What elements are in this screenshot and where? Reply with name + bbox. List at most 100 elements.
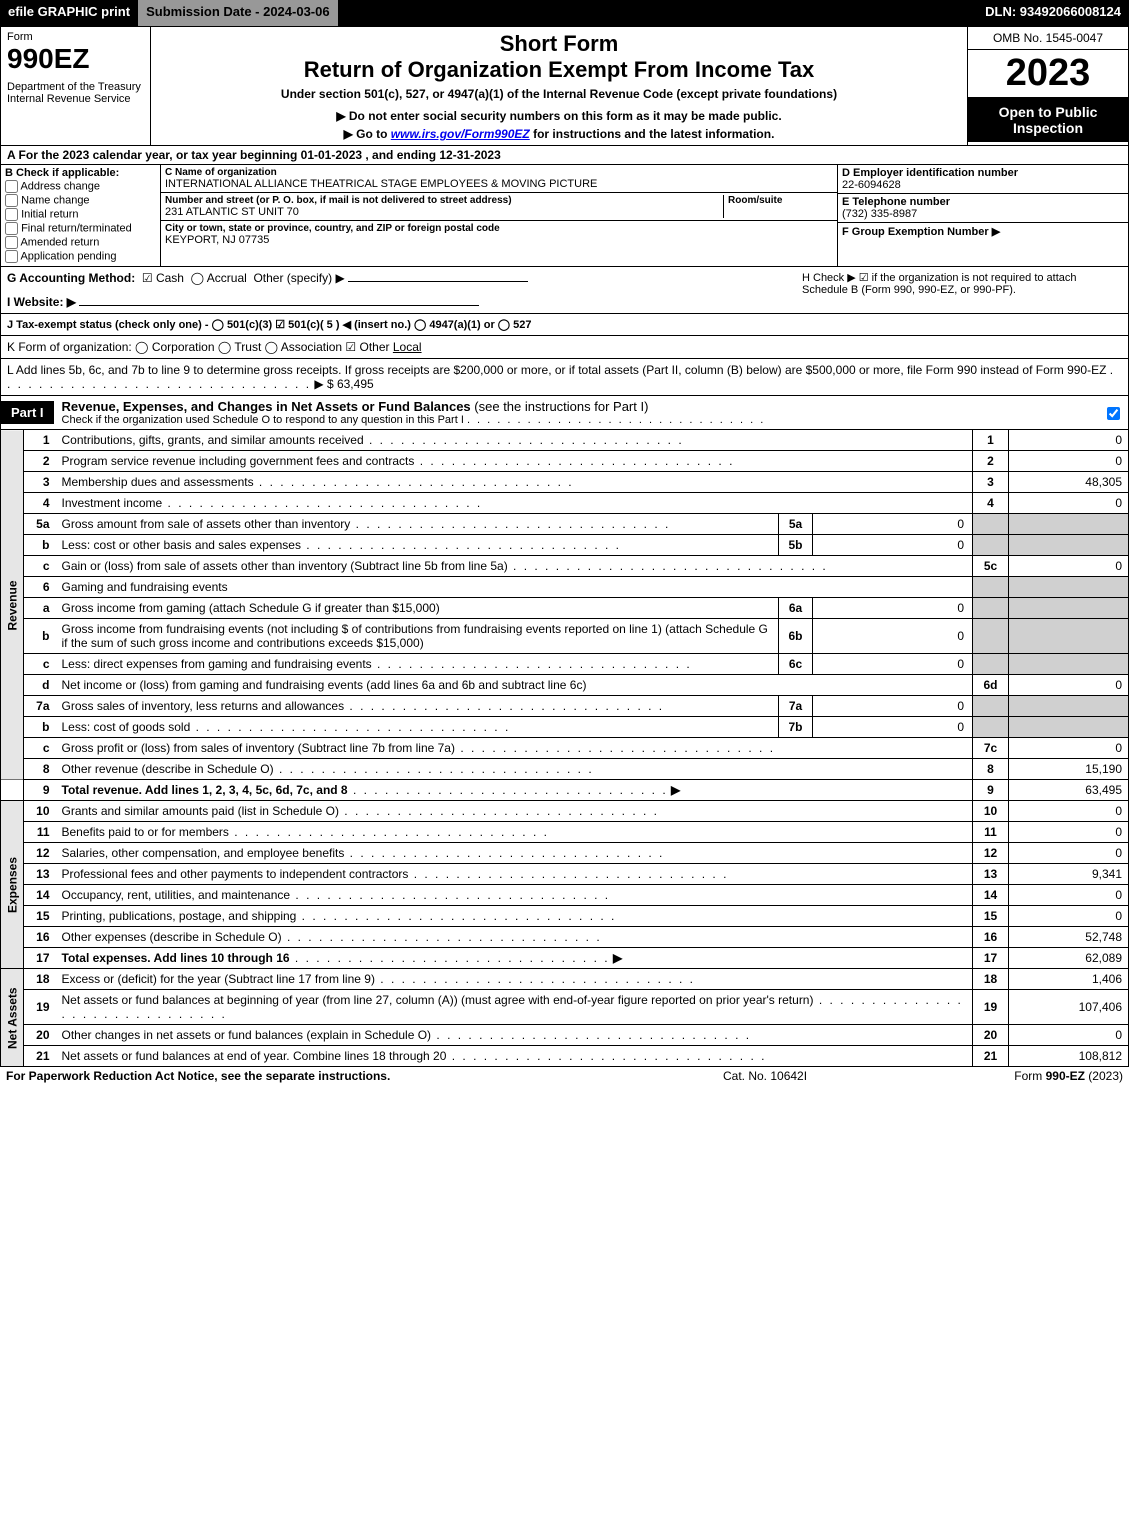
note2-pre: ▶ Go to — [344, 127, 391, 141]
arrow-icon — [610, 951, 623, 965]
irs-link[interactable]: www.irs.gov/Form990EZ — [391, 127, 530, 141]
form-word: Form — [7, 31, 144, 43]
G-cash: Cash — [156, 271, 184, 285]
city-cell: City or town, state or province, country… — [161, 221, 837, 248]
col-B: B Check if applicable: Address change Na… — [1, 165, 161, 266]
note2-post: for instructions and the latest informat… — [530, 127, 775, 141]
line-6c: c Less: direct expenses from gaming and … — [1, 654, 1129, 675]
form-subtitle: Under section 501(c), 527, or 4947(a)(1)… — [159, 87, 959, 101]
line-5c: c Gain or (loss) from sale of assets oth… — [1, 556, 1129, 577]
goto-note: ▶ Go to www.irs.gov/Form990EZ for instru… — [159, 127, 959, 141]
line-6a: a Gross income from gaming (attach Sched… — [1, 598, 1129, 619]
chk-amended-return[interactable]: Amended return — [5, 236, 156, 249]
line-9: 9 Total revenue. Add lines 1, 2, 3, 4, 5… — [1, 780, 1129, 801]
line-6b: b Gross income from fundraising events (… — [1, 619, 1129, 654]
part1-tag: Part I — [1, 401, 54, 424]
arrow-icon — [668, 783, 681, 797]
line-10: Expenses 10 Grants and similar amounts p… — [1, 801, 1129, 822]
G-other: Other (specify) ▶ — [253, 271, 344, 285]
G-row: G Accounting Method: ☑ Cash ◯ Accrual Ot… — [7, 271, 802, 285]
f-lbl: F Group Exemption Number ▶ — [842, 225, 1124, 238]
line-1: Revenue 1 Contributions, gifts, grants, … — [1, 430, 1129, 451]
chk-application-pending[interactable]: Application pending — [5, 250, 156, 263]
form-title: Return of Organization Exempt From Incom… — [159, 57, 959, 83]
line-18: Net Assets 18 Excess or (deficit) for th… — [1, 969, 1129, 990]
line-3: 3 Membership dues and assessments 3 48,3… — [1, 472, 1129, 493]
form-number: 990EZ — [7, 43, 144, 75]
G-accrual: Accrual — [207, 271, 247, 285]
top-bar: efile GRAPHIC print Submission Date - 20… — [0, 0, 1129, 26]
submission-date: Submission Date - 2024-03-06 — [138, 0, 338, 26]
row-GHI: G Accounting Method: ☑ Cash ◯ Accrual Ot… — [0, 267, 1129, 314]
efile-label[interactable]: efile GRAPHIC print — [0, 0, 138, 26]
col-C: C Name of organization INTERNATIONAL ALL… — [161, 165, 838, 266]
G-label: G Accounting Method: — [7, 271, 135, 285]
footer-right: Form 990-EZ (2023) — [923, 1069, 1123, 1083]
row-A: A For the 2023 calendar year, or tax yea… — [0, 146, 1129, 165]
line-8: 8 Other revenue (describe in Schedule O)… — [1, 759, 1129, 780]
city-lbl: City or town, state or province, country… — [165, 223, 833, 234]
line-2: 2 Program service revenue including gove… — [1, 451, 1129, 472]
topbar-spacer — [338, 0, 978, 26]
header-center: Short Form Return of Organization Exempt… — [151, 27, 968, 145]
line-12: 12 Salaries, other compensation, and emp… — [1, 843, 1129, 864]
line-6: 6 Gaming and fundraising events — [1, 577, 1129, 598]
line-20: 20 Other changes in net assets or fund b… — [1, 1025, 1129, 1046]
street-cell: Number and street (or P. O. box, if mail… — [161, 193, 837, 221]
part1-check[interactable] — [1099, 405, 1128, 419]
part1-title-sub: (see the instructions for Part I) — [474, 399, 648, 414]
footer-catno: Cat. No. 10642I — [723, 1069, 923, 1083]
dln-label: DLN: 93492066008124 — [977, 0, 1129, 26]
row-J: J Tax-exempt status (check only one) - ◯… — [0, 314, 1129, 336]
footer-form: 990-EZ — [1046, 1069, 1085, 1083]
col-DEF: D Employer identification number 22-6094… — [838, 165, 1128, 266]
tax-year: 2023 — [968, 50, 1128, 98]
chk-initial-return[interactable]: Initial return — [5, 208, 156, 221]
line-15: 15 Printing, publications, postage, and … — [1, 906, 1129, 927]
header-left: Form 990EZ Department of the Treasury In… — [1, 27, 151, 145]
phone-val: (732) 335-8987 — [842, 208, 1124, 220]
line-21: 21 Net assets or fund balances at end of… — [1, 1046, 1129, 1067]
form-header: Form 990EZ Department of the Treasury In… — [0, 26, 1129, 146]
L-text: L Add lines 5b, 6c, and 7b to line 9 to … — [7, 363, 1106, 377]
lines-table: Revenue 1 Contributions, gifts, grants, … — [0, 430, 1129, 1067]
city-val: KEYPORT, NJ 07735 — [165, 234, 833, 246]
sidebar-netassets: Net Assets — [1, 969, 24, 1067]
e-cell: E Telephone number (732) 335-8987 — [838, 194, 1128, 223]
street-val: 231 ATLANTIC ST UNIT 70 — [165, 206, 723, 218]
chk-address-change[interactable]: Address change — [5, 180, 156, 193]
sidebar-revenue: Revenue — [1, 430, 24, 780]
line-7b: b Less: cost of goods sold 7b 0 — [1, 717, 1129, 738]
line-17: 17 Total expenses. Add lines 10 through … — [1, 948, 1129, 969]
H-text: H Check ▶ ☑ if the organization is not r… — [802, 272, 1077, 296]
d-cell: D Employer identification number 22-6094… — [838, 165, 1128, 194]
info-grid: B Check if applicable: Address change Na… — [0, 165, 1129, 267]
dots-icon — [467, 414, 765, 426]
G-other-input[interactable] — [348, 281, 528, 282]
f-cell: F Group Exemption Number ▶ — [838, 223, 1128, 240]
K-text: K Form of organization: ◯ Corporation ◯ … — [7, 340, 393, 354]
ssn-warning: ▶ Do not enter social security numbers o… — [159, 109, 959, 123]
footer-left: For Paperwork Reduction Act Notice, see … — [6, 1069, 723, 1083]
line-7a: 7a Gross sales of inventory, less return… — [1, 696, 1129, 717]
chk-final-return[interactable]: Final return/terminated — [5, 222, 156, 235]
L-amount: ▶ $ 63,495 — [314, 377, 373, 391]
part1-header: Part I Revenue, Expenses, and Changes in… — [0, 396, 1129, 430]
line-4: 4 Investment income 4 0 — [1, 493, 1129, 514]
street-lbl: Number and street (or P. O. box, if mail… — [165, 195, 723, 206]
row-K: K Form of organization: ◯ Corporation ◯ … — [0, 336, 1129, 359]
name-cell: C Name of organization INTERNATIONAL ALL… — [161, 165, 837, 193]
name-lbl: C Name of organization — [165, 167, 833, 178]
open-to-public: Open to Public Inspection — [968, 98, 1128, 142]
line-7c: c Gross profit or (loss) from sales of i… — [1, 738, 1129, 759]
e-lbl: E Telephone number — [842, 196, 1124, 208]
website-input[interactable] — [79, 305, 479, 306]
row-A-text: A For the 2023 calendar year, or tax yea… — [7, 148, 501, 162]
row-L: L Add lines 5b, 6c, and 7b to line 9 to … — [0, 359, 1129, 396]
J-text: J Tax-exempt status (check only one) - ◯… — [7, 319, 532, 331]
d-lbl: D Employer identification number — [842, 167, 1124, 179]
line-16: 16 Other expenses (describe in Schedule … — [1, 927, 1129, 948]
K-other-val: Local — [393, 340, 422, 354]
ein-val: 22-6094628 — [842, 179, 1124, 191]
chk-name-change[interactable]: Name change — [5, 194, 156, 207]
